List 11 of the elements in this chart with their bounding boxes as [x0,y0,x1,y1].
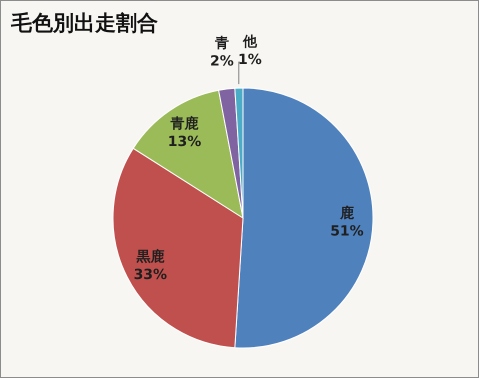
data-label: 2% [210,53,234,70]
data-label: 33% [134,267,168,284]
slice-label: 青鹿 [170,114,199,132]
slice-label: 黒鹿 [135,248,164,266]
data-label: 51% [330,223,364,240]
slice-label: 青 [214,35,229,52]
data-label: 13% [168,134,202,150]
slice-label: 他 [242,34,258,50]
chart-title: 毛色別出走割合 [11,10,158,37]
data-label: 1% [238,52,262,68]
slice-label: 鹿 [338,204,354,222]
